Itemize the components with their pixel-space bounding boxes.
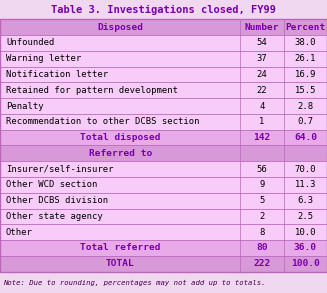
Bar	[0, 161, 327, 177]
Text: Recommendation to other DCBS section: Recommendation to other DCBS section	[6, 117, 199, 126]
Text: 80: 80	[256, 243, 268, 253]
Text: Referred to: Referred to	[89, 149, 152, 158]
Text: 100.0: 100.0	[291, 259, 320, 268]
Text: Penalty: Penalty	[6, 102, 43, 110]
Text: 16.9: 16.9	[295, 70, 316, 79]
Bar	[0, 193, 327, 209]
Bar	[0, 145, 327, 161]
Text: 26.1: 26.1	[295, 54, 316, 63]
Text: 8: 8	[259, 228, 265, 237]
Text: TOTAL: TOTAL	[106, 259, 134, 268]
Text: 54: 54	[257, 38, 267, 47]
Bar	[0, 98, 327, 114]
Bar	[0, 35, 327, 51]
Text: Other WCD section: Other WCD section	[6, 180, 97, 189]
Bar	[0, 256, 327, 272]
Text: 70.0: 70.0	[295, 165, 316, 174]
Text: 222: 222	[253, 259, 271, 268]
Text: Warning letter: Warning letter	[6, 54, 81, 63]
Text: 1: 1	[259, 117, 265, 126]
Text: Other: Other	[6, 228, 33, 237]
Text: 15.5: 15.5	[295, 86, 316, 95]
Text: Retained for pattern development: Retained for pattern development	[6, 86, 178, 95]
Text: 2: 2	[259, 212, 265, 221]
Text: 5: 5	[259, 196, 265, 205]
Text: 4: 4	[259, 102, 265, 110]
Text: Total referred: Total referred	[80, 243, 161, 253]
Text: Other DCBS division: Other DCBS division	[6, 196, 108, 205]
Text: 38.0: 38.0	[295, 38, 316, 47]
Text: Other state agency: Other state agency	[6, 212, 103, 221]
Text: Disposed: Disposed	[97, 23, 143, 32]
Text: 24: 24	[257, 70, 267, 79]
Text: Total disposed: Total disposed	[80, 133, 161, 142]
Bar	[0, 224, 327, 240]
Text: 2.5: 2.5	[297, 212, 314, 221]
Text: Notification letter: Notification letter	[6, 70, 108, 79]
Bar	[0, 240, 327, 256]
Text: 6.3: 6.3	[297, 196, 314, 205]
Text: 36.0: 36.0	[294, 243, 317, 253]
Text: 11.3: 11.3	[295, 180, 316, 189]
Text: 10.0: 10.0	[295, 228, 316, 237]
Text: Unfounded: Unfounded	[6, 38, 54, 47]
Bar	[0, 114, 327, 130]
Text: Insurer/self-insurer: Insurer/self-insurer	[6, 165, 113, 174]
Bar	[0, 19, 327, 272]
Bar	[0, 19, 327, 35]
Bar	[0, 51, 327, 67]
Text: Table 3. Investigations closed, FY99: Table 3. Investigations closed, FY99	[51, 5, 276, 15]
Bar	[0, 67, 327, 82]
Text: 56: 56	[257, 165, 267, 174]
Text: 2.8: 2.8	[297, 102, 314, 110]
Bar	[0, 177, 327, 193]
Text: 0.7: 0.7	[297, 117, 314, 126]
Bar	[0, 209, 327, 224]
Text: Percent: Percent	[285, 23, 326, 32]
Bar	[0, 82, 327, 98]
Bar	[0, 130, 327, 146]
Text: 22: 22	[257, 86, 267, 95]
Text: Number: Number	[245, 23, 279, 32]
Text: 64.0: 64.0	[294, 133, 317, 142]
Text: 37: 37	[257, 54, 267, 63]
Text: Note: Due to rounding, percentages may not add up to totals.: Note: Due to rounding, percentages may n…	[3, 280, 265, 286]
Text: 142: 142	[253, 133, 271, 142]
Text: 9: 9	[259, 180, 265, 189]
